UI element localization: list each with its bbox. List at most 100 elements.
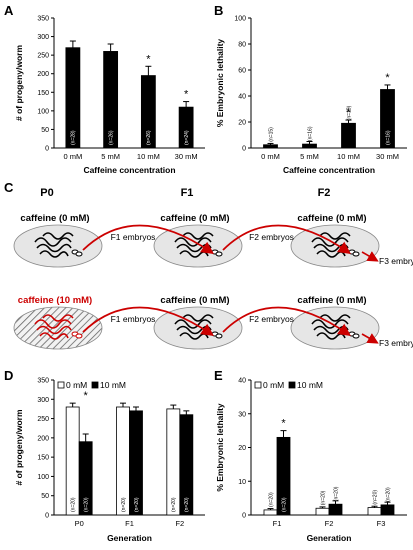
y-tick-label: 300 xyxy=(37,397,49,404)
chart-e: 0 10 20 30 40 % Embryonic lethality Generation… xyxy=(215,378,407,543)
worm-shape xyxy=(319,314,351,322)
bar xyxy=(315,507,330,516)
n-label: (n=19) xyxy=(346,105,352,120)
x-tick-label: F1 xyxy=(125,519,134,528)
x-tick-label: 10 mM xyxy=(337,152,360,161)
legend-swatch xyxy=(288,381,296,389)
x-axis-label: Caffeine concentration xyxy=(83,165,175,175)
y-tick-label: 40 xyxy=(238,94,246,101)
x-tick-label: 5 mM xyxy=(101,152,120,161)
petri-dish xyxy=(153,224,243,268)
x-tick-label: F2 xyxy=(325,519,334,528)
legend-swatch xyxy=(57,381,65,389)
chart-b: 0 20 40 60 80 100 % Embryonic lethality Caffein… xyxy=(215,16,407,175)
diagram-c: P0 F1 F2 caffeine (0 mM) caffeine (0 mM) caff… xyxy=(13,187,413,350)
x-tick-label: 30 mM xyxy=(376,152,399,161)
transfer-arrow xyxy=(82,224,214,255)
bar xyxy=(328,503,343,516)
worm-shape xyxy=(36,325,72,335)
worm-shape xyxy=(311,237,349,247)
legend-swatch xyxy=(91,381,99,389)
n-label: (n=20) xyxy=(385,487,391,502)
x-axis-label: Generation xyxy=(307,533,352,543)
n-label: (n=20) xyxy=(134,497,140,512)
n-label: (n=16) xyxy=(385,130,391,145)
y-tick-label: 300 xyxy=(37,34,49,41)
x-tick-label: 30 mM xyxy=(175,152,198,161)
x-tick-label: 0 mM xyxy=(261,152,280,161)
y-axis-label: # of progeny/worm xyxy=(14,409,24,485)
y-tick-label: 250 xyxy=(37,53,49,60)
petri-dish xyxy=(13,306,103,350)
n-label: (n=20) xyxy=(333,486,339,501)
worm-shape xyxy=(34,319,72,329)
transfer-arrow xyxy=(222,306,351,337)
x-axis-label: Generation xyxy=(107,533,152,543)
panel-label-e: E xyxy=(214,368,223,383)
y-tick-label: 60 xyxy=(238,68,246,75)
worm-shape xyxy=(39,250,69,258)
y-tick-label: 350 xyxy=(37,378,49,385)
y-tick-label: 20 xyxy=(238,445,246,452)
significance-marker: * xyxy=(346,107,351,119)
generation-label: P0 xyxy=(40,187,53,199)
y-tick-label: 40 xyxy=(238,378,246,385)
legend-swatch xyxy=(254,381,262,389)
n-label: (n=20) xyxy=(171,497,177,512)
y-tick-label: 0 xyxy=(45,146,49,153)
generation-label: F2 xyxy=(318,187,331,199)
worm-shape xyxy=(42,314,74,322)
arrow-label: F1 embryos xyxy=(111,232,156,242)
legend-label: 0 mM xyxy=(263,380,284,390)
transfer-arrow xyxy=(361,251,379,262)
embryo-shape xyxy=(352,333,360,339)
caffeine-label: caffeine (0 mM) xyxy=(20,213,89,224)
worm-shape xyxy=(34,237,72,247)
n-label: (n=20) xyxy=(281,497,287,512)
n-label: (n=28) xyxy=(71,130,77,145)
n-label: (n=26) xyxy=(108,130,114,145)
y-tick-label: 100 xyxy=(234,16,246,23)
chart-d: 0 50 100 150 200 250 300 350 # of progeny/worm Ge… xyxy=(14,378,205,543)
n-label: (n=20) xyxy=(121,497,127,512)
y-tick-label: 250 xyxy=(37,416,49,423)
worm-shape xyxy=(182,232,214,240)
n-label: (n=20) xyxy=(70,497,76,512)
embryo-shape xyxy=(215,333,223,339)
caffeine-label: caffeine (10 mM) xyxy=(18,295,92,306)
y-tick-label: 50 xyxy=(41,493,49,500)
y-tick-label: 80 xyxy=(238,42,246,49)
generation-label: F1 xyxy=(181,187,194,199)
worm-shape xyxy=(42,232,74,240)
worm-shape xyxy=(39,332,69,340)
caffeine-label: caffeine (0 mM) xyxy=(160,213,229,224)
arrow-label: F2 embryos xyxy=(249,232,294,242)
y-tick-label: 20 xyxy=(238,120,246,127)
panel-label-d: D xyxy=(4,368,14,383)
y-axis-label: # of progeny/worm xyxy=(14,45,24,121)
bar xyxy=(341,122,356,149)
n-label: (n=26) xyxy=(146,130,152,145)
n-label: (n=20) xyxy=(83,497,89,512)
transfer-arrow xyxy=(361,333,379,344)
y-axis-label: % Embryonic lethality xyxy=(215,39,225,128)
y-tick-label: 200 xyxy=(37,435,49,442)
y-tick-label: 50 xyxy=(41,127,49,134)
transfer-arrow xyxy=(82,306,214,337)
panel-label-b: B xyxy=(214,3,224,18)
bar xyxy=(263,509,278,516)
arrow-label: F3 embryos xyxy=(379,256,413,266)
n-label: (n=20) xyxy=(320,490,326,505)
significance-marker: * xyxy=(184,89,189,101)
legend-label: 0 mM xyxy=(66,380,87,390)
arrow-label: F3 embryos xyxy=(379,338,413,348)
bar xyxy=(263,144,278,149)
n-label: (n=15) xyxy=(268,127,274,142)
petri-dish xyxy=(290,224,380,268)
embryo-shape xyxy=(75,251,83,257)
y-tick-label: 30 xyxy=(238,411,246,418)
embryo-shape xyxy=(75,333,83,339)
legend-label: 10 mM xyxy=(297,380,323,390)
worm-shape xyxy=(36,243,72,253)
